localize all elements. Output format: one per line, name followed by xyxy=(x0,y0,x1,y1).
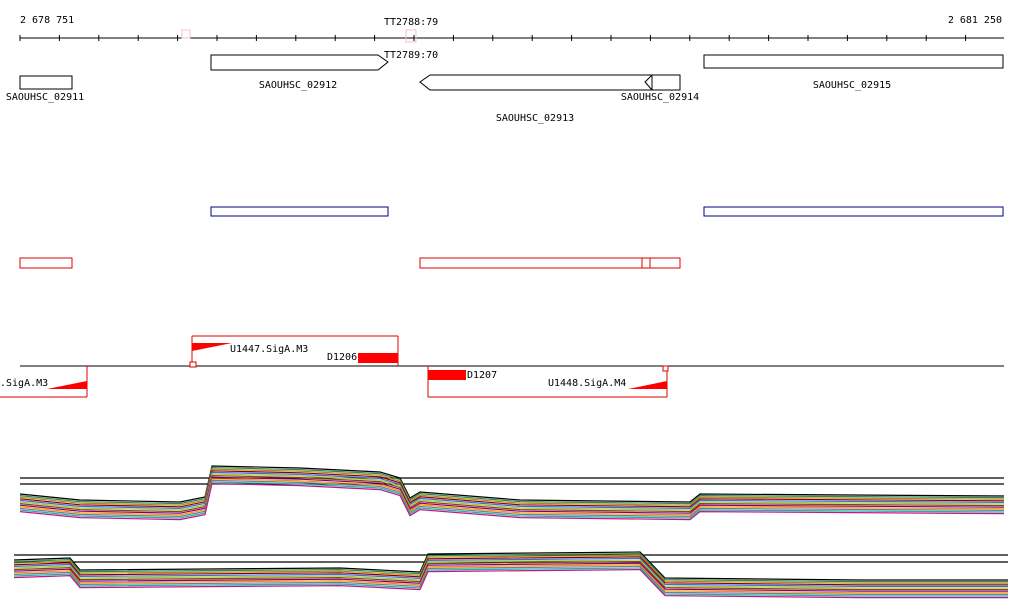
blue-track xyxy=(210,206,1004,217)
feature-box xyxy=(428,370,466,380)
gene-label: SAOUHSC_02912 xyxy=(259,80,337,91)
expression-trace xyxy=(19,466,1005,505)
expression-trace xyxy=(13,556,1008,586)
expression-trace xyxy=(19,481,1005,519)
expression-panels xyxy=(13,465,1008,599)
feature-triangle xyxy=(628,381,667,389)
expression-trace xyxy=(19,476,1005,514)
feature-label: U1447.SigA.M3 xyxy=(230,344,308,355)
gene xyxy=(19,75,73,90)
genes xyxy=(19,54,1004,91)
expression-trace xyxy=(19,478,1005,516)
expression-trace xyxy=(13,552,1008,583)
gene-label: SAOUHSC_02911 xyxy=(6,92,84,103)
expression-trace xyxy=(19,482,1005,521)
red-track xyxy=(19,257,681,269)
feature-tick xyxy=(662,365,669,372)
expression-trace xyxy=(19,479,1005,518)
expression-trace xyxy=(19,465,1005,503)
marker-label: TT2788:79 xyxy=(384,17,438,28)
blue-box xyxy=(210,206,389,217)
expression-trace xyxy=(19,470,1005,508)
expression-trace xyxy=(13,560,1008,591)
expression-trace xyxy=(13,559,1008,589)
gene xyxy=(419,74,653,91)
gene-label: SAOUHSC_02913 xyxy=(496,113,574,124)
feature-label: U1448.SigA.M4 xyxy=(548,378,626,389)
marker-box xyxy=(181,29,191,39)
red-box xyxy=(19,257,73,269)
expression-trace xyxy=(19,474,1005,513)
expression-trace xyxy=(19,468,1005,506)
expression-trace xyxy=(13,554,1008,584)
feature-triangle xyxy=(192,343,232,351)
ruler-end: 2 681 250 xyxy=(948,15,1002,26)
gene-label: SAOUHSC_02914 xyxy=(621,92,699,103)
red-box xyxy=(419,257,681,269)
feature-triangle xyxy=(47,381,87,389)
feature-box xyxy=(358,353,398,363)
feature-label: .SigA.M3 xyxy=(0,378,48,389)
expression-trace xyxy=(13,562,1008,592)
expression-trace xyxy=(13,567,1008,597)
gene xyxy=(210,54,389,71)
marker-label: TT2789:70 xyxy=(384,50,438,61)
gene-label: SAOUHSC_02915 xyxy=(813,80,891,91)
ruler-start: 2 678 751 xyxy=(20,15,74,26)
feature-label: D1206 xyxy=(327,352,357,363)
gene xyxy=(703,54,1004,69)
expression-trace xyxy=(19,473,1005,511)
feature-label: D1207 xyxy=(467,370,497,381)
expression-trace xyxy=(13,565,1008,596)
blue-box xyxy=(703,206,1004,217)
expression-trace xyxy=(13,551,1008,581)
expression-trace xyxy=(19,471,1005,510)
feature-tick xyxy=(189,361,197,368)
marker-box xyxy=(405,29,417,43)
expression-trace xyxy=(13,557,1008,588)
feature-track xyxy=(0,335,1004,398)
gene xyxy=(644,74,681,91)
expression-trace xyxy=(13,568,1008,599)
ruler: 2 678 751 2 681 250 TT2788:79 TT2789:70 xyxy=(19,15,1004,61)
expression-trace xyxy=(13,564,1008,594)
